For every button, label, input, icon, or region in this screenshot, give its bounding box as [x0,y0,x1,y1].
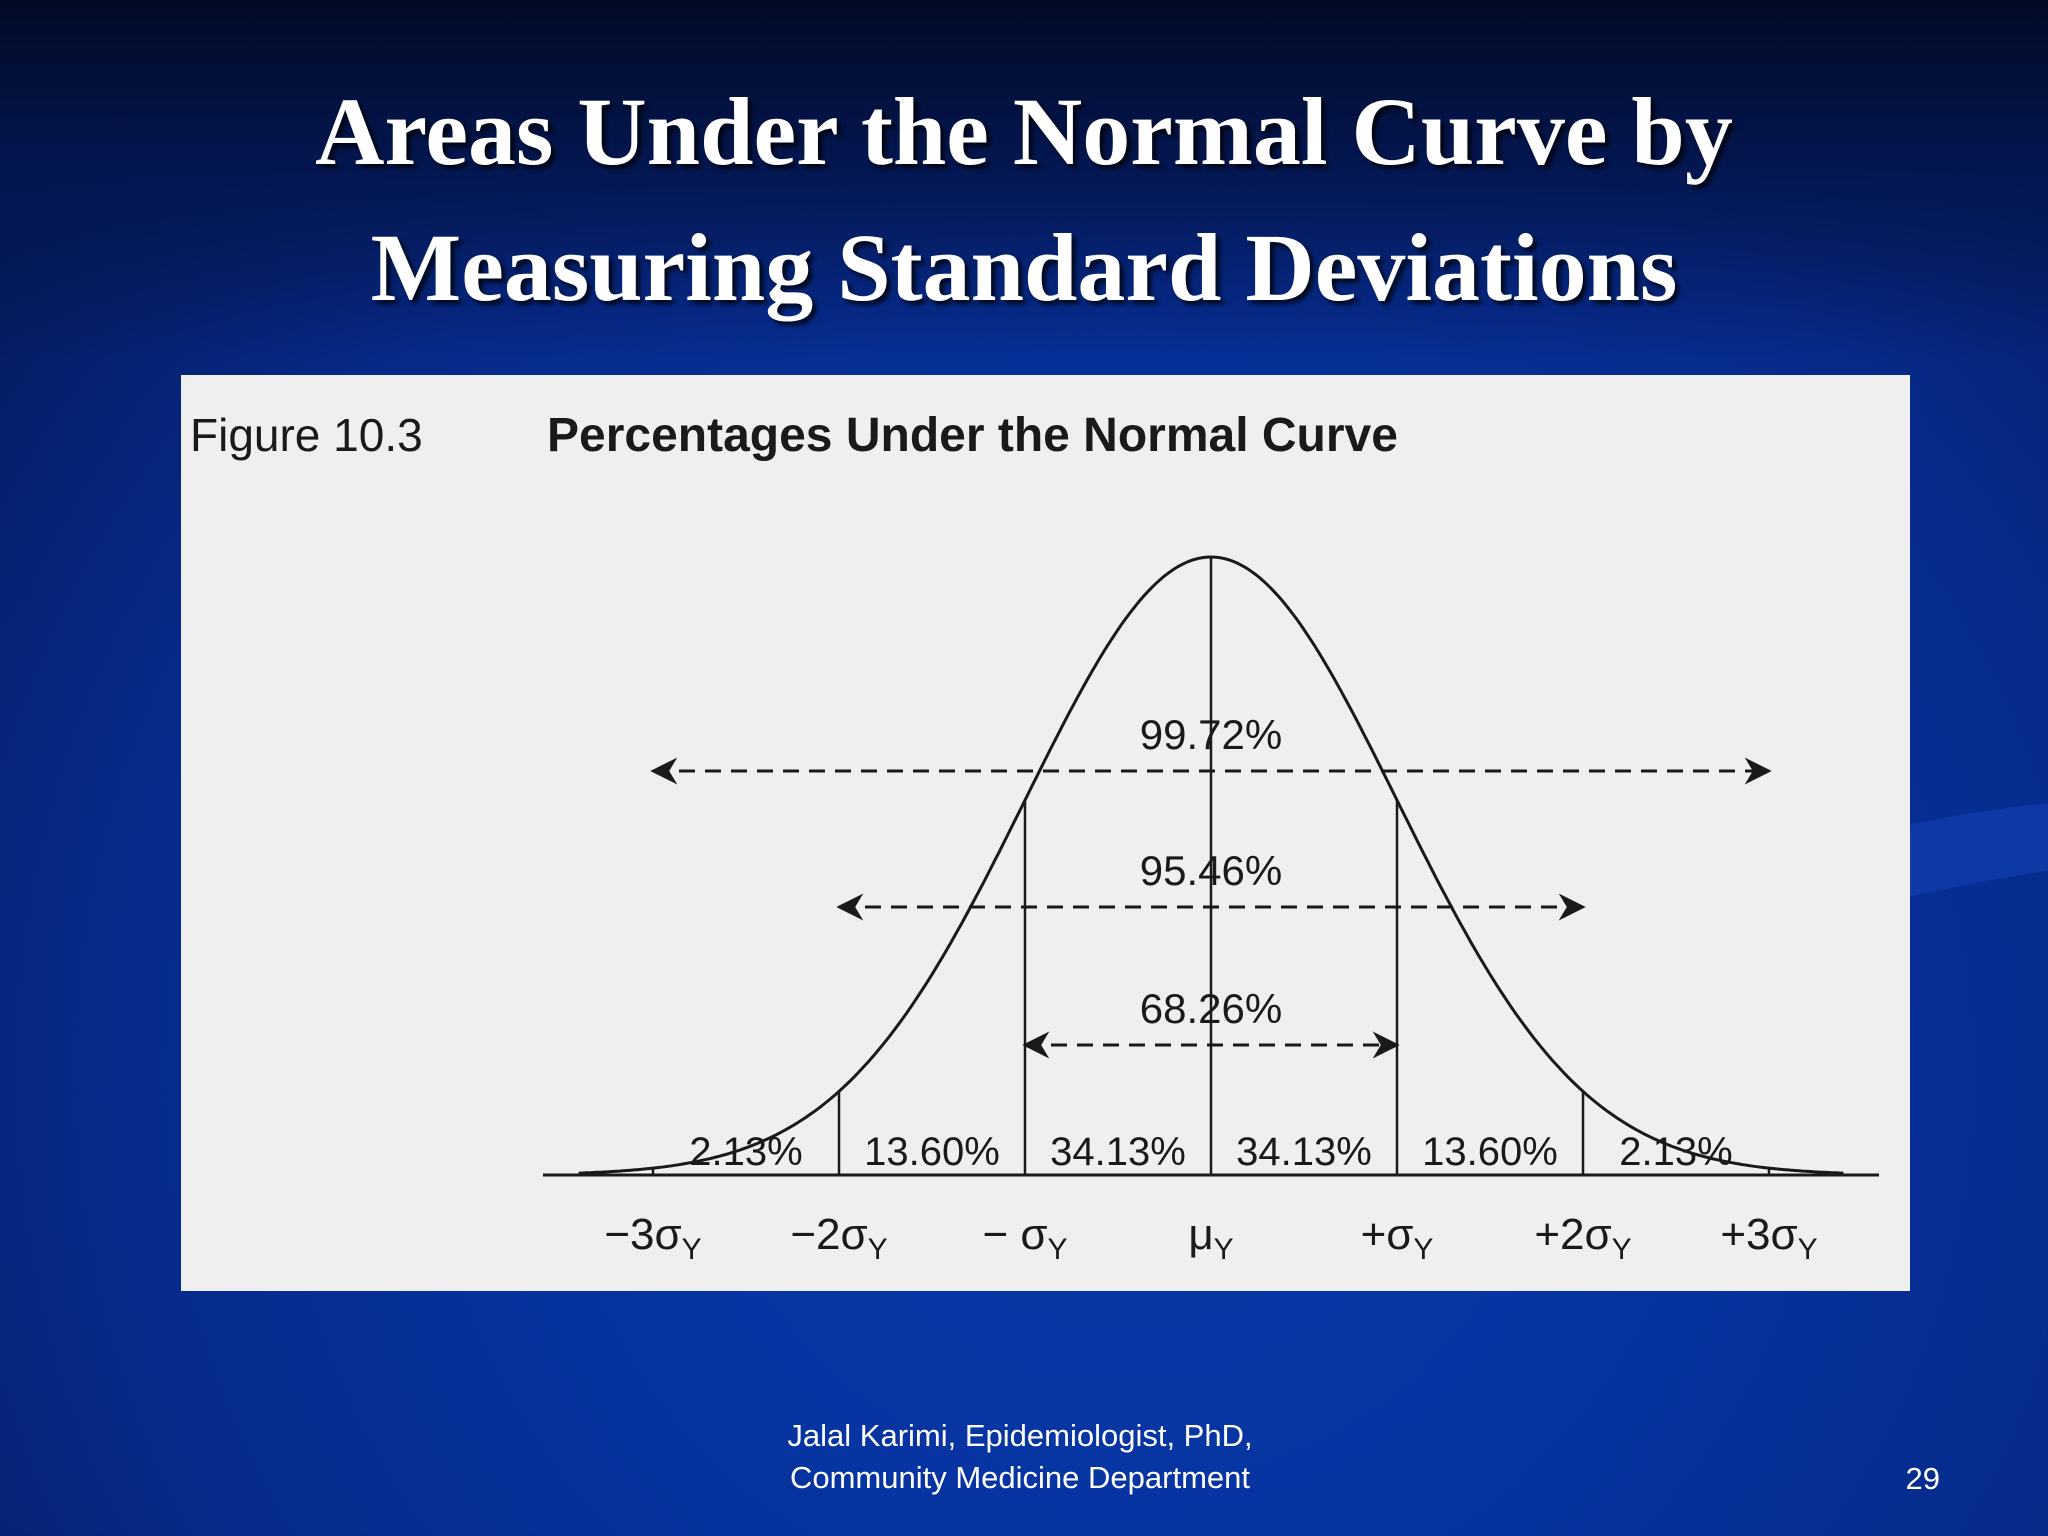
slide-title-line-2: Measuring Standard Deviations [370,214,1678,321]
footer-author: Jalal Karimi, Epidemiologist, PhD, [787,1418,1253,1453]
page-number: 29 [1905,1461,1940,1496]
slide-title-line-1: Areas Under the Normal Curve by [315,78,1733,185]
figure-number-label: Figure 10.3 [190,409,423,461]
segment-label-mean-plus1: 34.13% [1236,1130,1372,1174]
axis-label-plus-2sd: +2σY [1534,1210,1631,1266]
axis-label-mean: μY [1188,1210,1233,1266]
axis-label-minus-2sd: −2σY [790,1210,887,1266]
range-label-2sd: 95.46% [1140,847,1282,894]
range-label-3sd: 99.72% [1140,711,1282,758]
slide-title: Areas Under the Normal Curve by Measurin… [0,64,2048,336]
figure-title: Percentages Under the Normal Curve [547,409,1398,462]
figure-panel: Figure 10.3 Percentages Under the Normal… [181,375,1910,1291]
axis-label-plus-1sd: +σY [1361,1210,1434,1266]
axis-label-minus-3sd: −3σY [604,1210,701,1266]
segment-label-minus2-minus1: 13.60% [864,1130,1000,1174]
axis-label-minus-1sd: − σY [982,1210,1067,1266]
segment-label-plus2-plus3: 2.13% [1619,1130,1732,1174]
segment-label-minus3-minus2: 2.13% [689,1130,802,1174]
footer: Jalal Karimi, Epidemiologist, PhD, Commu… [700,1415,1340,1499]
segment-label-minus1-mean: 34.13% [1050,1130,1186,1174]
background-gradient [0,0,2048,360]
footer-department: Community Medicine Department [789,1460,1250,1495]
segment-label-plus1-plus2: 13.60% [1422,1130,1558,1174]
range-label-1sd: 68.26% [1140,985,1282,1032]
axis-label-plus-3sd: +3σY [1720,1210,1817,1266]
normal-curve-diagram: Figure 10.3 Percentages Under the Normal… [190,409,1879,1266]
